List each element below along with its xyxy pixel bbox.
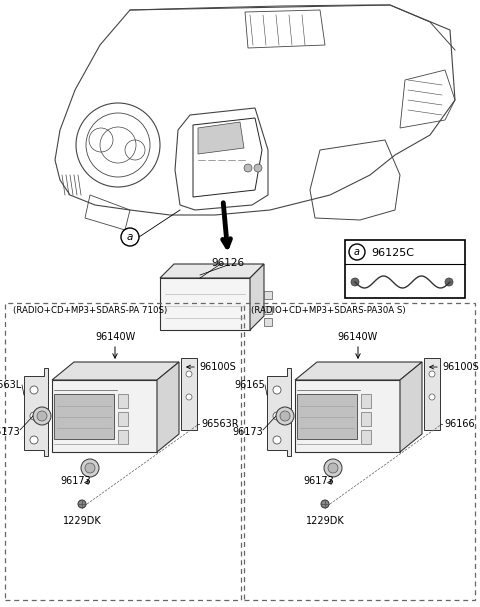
Circle shape xyxy=(121,228,139,246)
Polygon shape xyxy=(267,368,291,456)
Bar xyxy=(264,318,272,326)
Bar xyxy=(264,291,272,299)
Polygon shape xyxy=(160,264,264,278)
Polygon shape xyxy=(295,362,422,380)
Text: 1229DK: 1229DK xyxy=(62,516,101,526)
Circle shape xyxy=(324,459,342,477)
Circle shape xyxy=(33,407,51,425)
Bar xyxy=(264,306,272,314)
Circle shape xyxy=(429,394,435,400)
Polygon shape xyxy=(198,122,244,154)
Circle shape xyxy=(30,436,38,444)
Bar xyxy=(54,394,114,439)
Circle shape xyxy=(186,394,192,400)
Text: 96563L: 96563L xyxy=(0,380,22,390)
Circle shape xyxy=(273,436,281,444)
Polygon shape xyxy=(181,358,197,430)
Polygon shape xyxy=(52,362,179,380)
Polygon shape xyxy=(400,362,422,452)
Text: 96173: 96173 xyxy=(0,427,20,437)
Bar xyxy=(297,394,357,439)
Circle shape xyxy=(81,459,99,477)
Circle shape xyxy=(321,500,329,508)
Circle shape xyxy=(273,386,281,394)
Circle shape xyxy=(78,500,86,508)
Text: a: a xyxy=(127,232,133,242)
Text: 96100S: 96100S xyxy=(442,362,479,372)
Bar xyxy=(345,240,465,298)
Text: (RADIO+CD+MP3+SDARS-PA 710S): (RADIO+CD+MP3+SDARS-PA 710S) xyxy=(13,306,167,315)
Bar xyxy=(361,412,371,426)
Circle shape xyxy=(30,412,38,420)
Text: a: a xyxy=(354,247,360,257)
Text: 96165: 96165 xyxy=(234,380,265,390)
Text: (RADIO+CD+MP3+SDARS-PA30A S): (RADIO+CD+MP3+SDARS-PA30A S) xyxy=(251,306,406,315)
Circle shape xyxy=(85,463,95,473)
Circle shape xyxy=(429,371,435,377)
Bar xyxy=(361,394,371,408)
Circle shape xyxy=(280,411,290,421)
Bar xyxy=(5,303,241,600)
Bar xyxy=(361,430,371,444)
Bar xyxy=(118,430,128,444)
Circle shape xyxy=(276,407,294,425)
Circle shape xyxy=(445,278,453,286)
Bar xyxy=(295,380,400,452)
Bar xyxy=(52,380,157,452)
Text: 96140W: 96140W xyxy=(338,332,378,342)
Bar xyxy=(118,394,128,408)
Bar xyxy=(160,278,250,330)
Circle shape xyxy=(30,386,38,394)
Circle shape xyxy=(273,412,281,420)
Polygon shape xyxy=(424,358,440,430)
Text: 96166: 96166 xyxy=(444,419,475,429)
Bar xyxy=(118,412,128,426)
Circle shape xyxy=(349,244,365,260)
Text: 96140W: 96140W xyxy=(95,332,135,342)
Circle shape xyxy=(254,164,262,172)
Text: 96173: 96173 xyxy=(232,427,263,437)
Text: 96173: 96173 xyxy=(304,476,335,486)
Text: 1229DK: 1229DK xyxy=(306,516,344,526)
Text: 96173: 96173 xyxy=(60,476,91,486)
Bar xyxy=(244,303,475,600)
Circle shape xyxy=(37,411,47,421)
Circle shape xyxy=(186,371,192,377)
Text: 96100S: 96100S xyxy=(199,362,236,372)
Text: 96125C: 96125C xyxy=(371,248,414,258)
Circle shape xyxy=(244,164,252,172)
Polygon shape xyxy=(250,264,264,330)
Circle shape xyxy=(351,278,359,286)
Text: 96563R: 96563R xyxy=(201,419,239,429)
Circle shape xyxy=(328,463,338,473)
Text: 96126: 96126 xyxy=(211,258,245,268)
Polygon shape xyxy=(157,362,179,452)
Polygon shape xyxy=(24,368,48,456)
